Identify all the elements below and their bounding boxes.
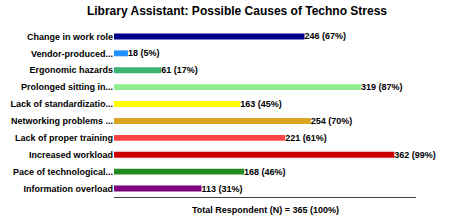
svg-text:Information overload: Information overload <box>23 184 113 194</box>
svg-text:362 (99%): 362 (99%) <box>394 150 436 160</box>
svg-text:163 (45%): 163 (45%) <box>240 99 282 109</box>
svg-text:Ergonomic hazards: Ergonomic hazards <box>29 65 113 75</box>
svg-text:246 (67%): 246 (67%) <box>304 31 346 41</box>
svg-text:Total Respondent (N) = 365 (10: Total Respondent (N) = 365 (100%) <box>192 205 339 215</box>
svg-text:113 (31%): 113 (31%) <box>202 184 243 194</box>
svg-text:Prolonged sitting in...: Prolonged sitting in... <box>21 82 113 92</box>
svg-text:Lack of proper training: Lack of proper training <box>15 133 113 143</box>
svg-text:Increased workload: Increased workload <box>29 150 113 160</box>
svg-text:Lack of standardizatio...: Lack of standardizatio... <box>10 99 113 109</box>
svg-text:319 (87%): 319 (87%) <box>361 82 403 92</box>
svg-text:221 (61%): 221 (61%) <box>285 133 327 143</box>
svg-text:61 (17%): 61 (17%) <box>161 65 198 75</box>
svg-text:254 (70%): 254 (70%) <box>311 116 353 126</box>
svg-text:18 (5%): 18 (5%) <box>128 48 160 58</box>
svg-text:Library Assistant: Possible Ca: Library Assistant: Possible Causes of Te… <box>87 4 387 18</box>
svg-text:Vendor-produced...: Vendor-produced... <box>31 49 113 59</box>
svg-text:168 (46%): 168 (46%) <box>244 167 286 177</box>
svg-text:Change in work role: Change in work role <box>27 32 113 42</box>
svg-text:Networking problems ...: Networking problems ... <box>11 116 113 126</box>
svg-text:Pace of technological...: Pace of technological... <box>13 167 113 177</box>
